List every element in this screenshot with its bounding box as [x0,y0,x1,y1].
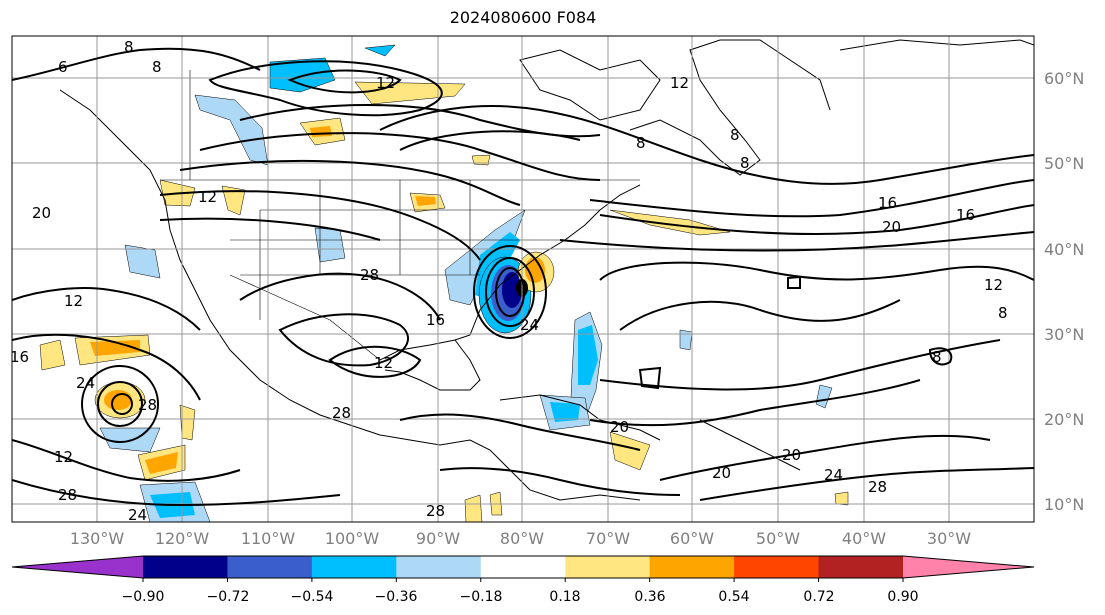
colorbar-tick-label: −0.72 [207,589,250,605]
colorbar-segment [734,556,820,578]
contour-label: 24 [76,374,95,392]
contour-label: 12 [64,292,83,310]
colorbar-segment [396,556,482,578]
lon-label: 30°W [927,529,971,548]
lat-label: 30°N [1044,325,1084,344]
contour-label: 28 [360,266,379,284]
colorbar-tick-label: 0.72 [803,589,834,605]
map-frame [11,35,1035,523]
colorbar-tick-label: 0.36 [634,589,665,605]
longitude-labels: 130°W 120°W 110°W 100°W 90°W 80°W 70°W 6… [70,529,971,548]
colorbar [11,555,1035,582]
lon-label: 110°W [241,529,296,548]
lat-label: 20°N [1044,410,1084,429]
contour-label: 12 [198,188,217,206]
lon-label: 80°W [500,529,544,548]
contour-label: 24 [128,506,147,524]
contour-label: 28 [868,478,887,496]
contour-label: 24 [824,466,843,484]
lon-label: 60°W [670,529,714,548]
colorbar-segment [649,556,735,578]
lat-label: 40°N [1044,240,1084,259]
contour-label: 8 [152,58,162,76]
lon-label: 90°W [416,529,460,548]
colorbar-tick-label: −0.18 [460,589,503,605]
colorbar-tick-label: −0.90 [122,589,165,605]
colorbar-segment [818,556,904,578]
colorbar-tick-label: 0.54 [718,589,749,605]
contour-label: 8 [740,154,750,172]
contour-label-16-west: 16 [10,348,29,366]
contour-label: 20 [782,446,801,464]
contour-label: 20 [610,418,629,436]
contour-label: 8 [932,348,942,366]
contour-label: 20 [32,204,51,222]
colorbar-tick-label: −0.36 [375,589,418,605]
contour-label: 8 [636,134,646,152]
political-borders [160,70,640,361]
lon-label: 100°W [325,529,380,548]
contour-label: 8 [124,38,134,56]
contour-label: 16 [426,311,445,329]
colorbar-segment [480,556,566,578]
colorbar-segment [227,556,313,578]
contour-label: 12 [376,74,395,92]
colorbar-segment [311,556,397,578]
contour-label: 6 [58,58,68,76]
lon-label: 120°W [155,529,210,548]
contour-label: 12 [984,276,1003,294]
contour-label: 16 [956,206,975,224]
contours [12,47,1034,507]
colorbar-segment [143,556,228,578]
contour-label: 20 [882,218,901,236]
lat-label: 50°N [1044,154,1084,173]
lat-label: 10°N [1044,495,1084,514]
colorbar-tick-label: 0.90 [887,589,918,605]
contour-label: 20 [712,464,731,482]
contour-label: 24 [520,316,539,334]
contour-label: 8 [730,126,740,144]
colorbar-tick-label: 0.18 [549,589,580,605]
shaded-fields [39,44,849,522]
contour-label: 8 [998,304,1008,322]
contour-label: 28 [58,486,77,504]
lon-label: 50°W [756,529,800,548]
colorbar-tick-label: −0.54 [291,589,334,605]
colorbar-tick-labels: −0.90 −0.72 −0.54 −0.36 −0.18 0.18 0.36 … [122,589,919,605]
latitude-labels: 60°N 50°N 40°N 30°N 20°N 10°N [1044,69,1084,514]
contour-label: 16 [878,194,897,212]
contour-label: 28 [426,502,445,520]
lon-label: 130°W [70,529,125,548]
contour-label: 12 [54,448,73,466]
map-title: 2024080600 F084 [449,8,597,27]
colorbar-segment [565,556,651,578]
lon-label: 40°W [842,529,886,548]
colorbar-extend-high [903,556,1034,578]
contour-label: 12 [670,74,689,92]
lat-label: 60°N [1044,69,1084,88]
contour-label: 28 [332,404,351,422]
contour-label: 28 [138,396,157,414]
colorbar-extend-low [12,556,143,578]
contour-label: 12 [374,354,393,372]
contour-labels: 8 8 12 12 8 8 8 6 20 12 16 20 16 12 28 1… [32,38,1008,524]
lon-label: 70°W [586,529,630,548]
